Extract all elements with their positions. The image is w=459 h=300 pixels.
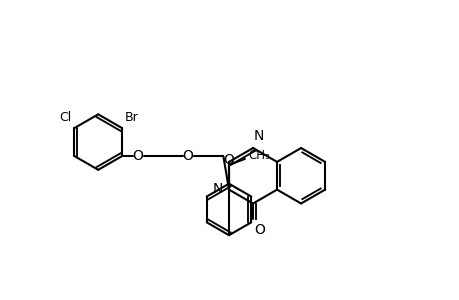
Text: O: O bbox=[132, 149, 143, 163]
Text: O: O bbox=[182, 149, 193, 163]
Text: O: O bbox=[223, 153, 234, 167]
Text: O: O bbox=[253, 223, 264, 237]
Text: CH₃: CH₃ bbox=[248, 149, 270, 162]
Text: N: N bbox=[253, 129, 264, 143]
Text: N: N bbox=[212, 182, 223, 196]
Text: Br: Br bbox=[125, 111, 139, 124]
Text: Cl: Cl bbox=[59, 111, 71, 124]
